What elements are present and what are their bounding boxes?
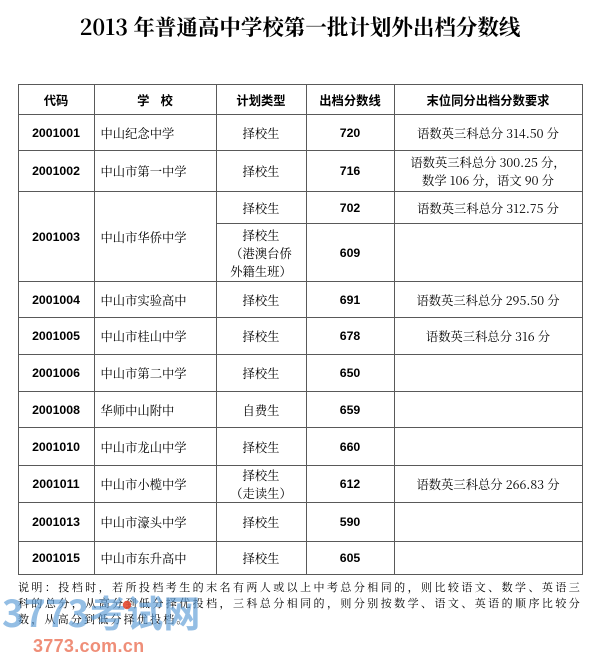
svg-text:3773.com.cn: 3773.com.cn	[33, 636, 144, 656]
